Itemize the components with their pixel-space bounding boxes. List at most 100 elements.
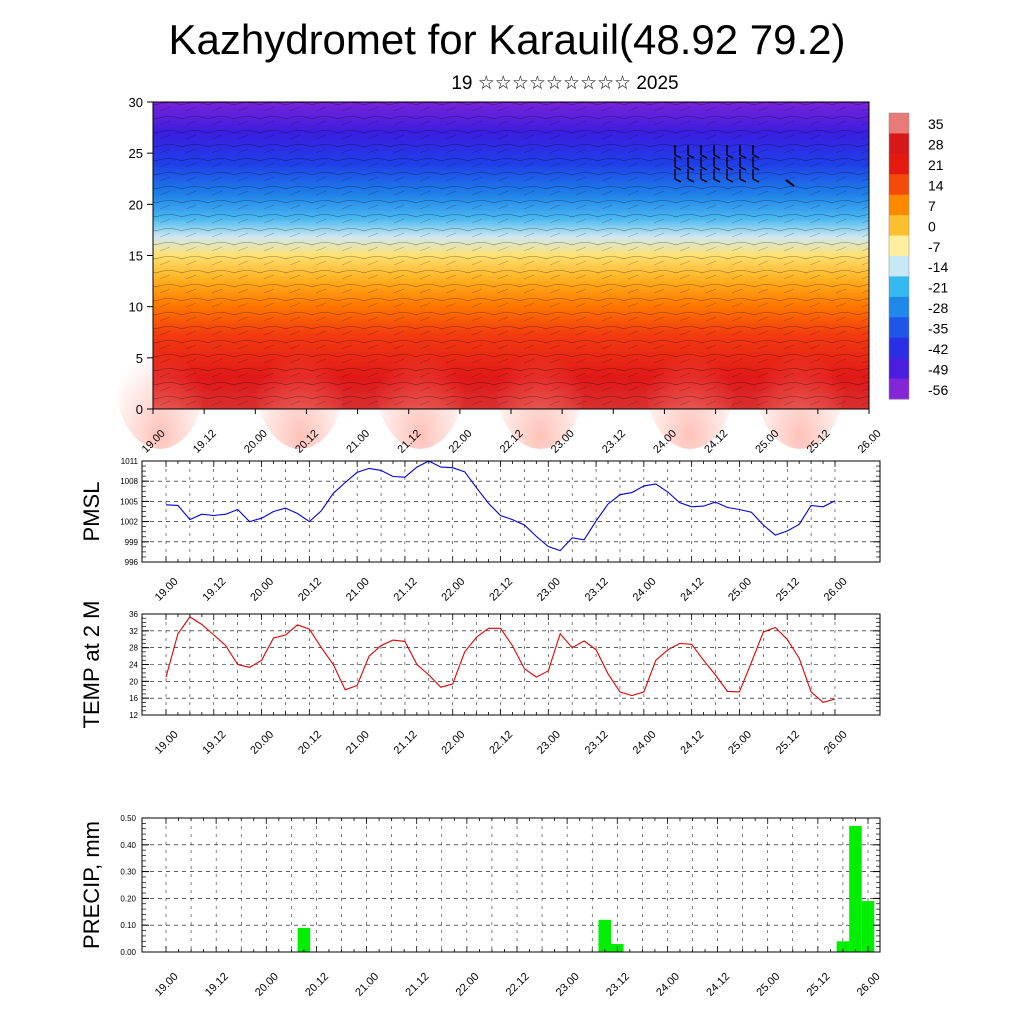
wind-barb — [687, 145, 695, 159]
x-tick-label: 20.12 — [303, 971, 331, 999]
x-tick-label: 22.00 — [454, 971, 482, 999]
colorbar-band — [889, 113, 909, 134]
x-tick-label: 22.12 — [487, 576, 515, 604]
colorbar-label: -14 — [928, 259, 948, 275]
x-tick-label: 23.12 — [583, 576, 611, 604]
colorbar-band — [889, 153, 909, 175]
y-tick-label: 20 — [129, 677, 138, 686]
y-tick-label: 1011 — [121, 457, 139, 466]
y-tick-label: 36 — [129, 610, 138, 619]
wind-barb — [752, 169, 760, 183]
y-tick-label: 999 — [125, 538, 139, 547]
x-tick-label: 21.00 — [353, 971, 381, 999]
x-tick-label: 19.00 — [153, 729, 181, 757]
colorbar-label: -35 — [928, 321, 948, 337]
colorbar-band — [889, 256, 909, 277]
x-tick-label: 23.12 — [604, 971, 632, 999]
precip-bar — [598, 919, 612, 952]
x-tick-label: 23.00 — [554, 971, 582, 999]
wind-barb — [674, 169, 682, 183]
x-tick-label: 21.00 — [344, 576, 372, 604]
colorbar-label: -7 — [928, 239, 941, 255]
section-y-tick-label: 5 — [136, 351, 143, 366]
section-x-tick-label: 23.12 — [600, 428, 628, 456]
section-y-tick-label: 20 — [129, 197, 143, 212]
wind-barb — [726, 157, 734, 171]
colorbar-band — [889, 215, 909, 237]
wind-barb — [700, 157, 708, 171]
colorbar-band — [889, 317, 909, 339]
x-tick-label: 20.12 — [296, 576, 324, 604]
precip-bar — [861, 901, 875, 952]
colorbar-band — [889, 133, 909, 155]
y-tick-label: 1008 — [120, 477, 138, 486]
x-tick-label: 24.00 — [631, 576, 659, 604]
y-tick-label: 24 — [129, 661, 138, 670]
section-y-tick-label: 0 — [136, 402, 143, 417]
wind-barb — [713, 157, 721, 171]
x-tick-label: 22.00 — [439, 576, 467, 604]
x-tick-label: 25.12 — [774, 576, 802, 604]
precip-bar — [297, 927, 311, 952]
chart-subtitle: 19 ☆☆☆☆☆☆☆☆☆ 2025 — [451, 73, 679, 94]
y-tick-label: 996 — [125, 558, 139, 567]
x-tick-label: 23.00 — [535, 729, 563, 757]
wind-barb — [739, 169, 747, 183]
section-wind-streamlines — [153, 102, 869, 409]
x-tick-label: 21.12 — [392, 576, 420, 604]
x-tick-label: 25.12 — [805, 971, 833, 999]
section-y-tick-label: 25 — [129, 146, 143, 161]
colorbar-label: -49 — [928, 361, 948, 377]
colorbar-label: 7 — [928, 198, 936, 214]
wind-barb — [726, 145, 734, 159]
y-tick-label: 0.30 — [120, 868, 136, 877]
wind-barb — [726, 169, 734, 183]
section-y-tick-label: 30 — [129, 95, 143, 110]
x-tick-label: 25.00 — [726, 576, 754, 604]
x-tick-label: 24.12 — [678, 729, 706, 757]
x-tick-label: 26.00 — [855, 971, 883, 999]
x-tick-label: 25.12 — [774, 729, 802, 757]
y-axis-label: TEMP at 2 M — [79, 601, 104, 729]
colorbar-band — [889, 235, 909, 257]
precip-panel: 0.00 0.10 0.20 0.30 0.40 0.50 19.00 19.12 20.00 2… — [79, 814, 883, 999]
colorbar-band — [889, 378, 909, 400]
x-tick-label: 22.00 — [439, 729, 467, 757]
x-tick-label: 19.12 — [201, 729, 229, 757]
colorbar-band — [889, 337, 909, 359]
y-tick-label: 16 — [129, 694, 138, 703]
colorbar-label: 14 — [928, 178, 944, 194]
wind-barb — [700, 145, 708, 159]
section-y-tick-label: 10 — [129, 300, 143, 315]
colorbar-band — [889, 194, 909, 216]
chart-title: Kazhydromet for Karauil(48.92 79.2) — [168, 16, 846, 63]
wind-barbs — [674, 145, 795, 187]
x-tick-label: 22.12 — [504, 971, 532, 999]
x-tick-label: 19.12 — [201, 576, 229, 604]
colorbar-frame — [888, 112, 910, 400]
colorbar: 35 28 21 14 7 0 -7 -14 -21 -28 -35 -42 -49 -56 — [888, 112, 948, 400]
y-tick-label: 0.00 — [120, 948, 136, 957]
y-tick-label: 32 — [129, 627, 138, 636]
colorbar-label: 21 — [928, 157, 944, 173]
x-tick-label: 25.00 — [726, 729, 754, 757]
section-x-tick-label: 26.00 — [856, 428, 884, 456]
panel-frame — [141, 817, 881, 953]
x-tick-label: 24.12 — [678, 576, 706, 604]
y-axis-label: PRECIP, mm — [79, 821, 104, 949]
colorbar-label: 28 — [928, 137, 944, 153]
x-tick-label: 19.12 — [203, 971, 231, 999]
section-x-tick-label: 19.12 — [191, 428, 219, 456]
y-axis-label: PMSL — [79, 482, 104, 542]
y-tick-label: 0.20 — [120, 894, 136, 903]
x-tick-label: 25.00 — [754, 971, 782, 999]
x-tick-label: 22.12 — [487, 729, 515, 757]
wind-barb — [739, 145, 747, 159]
colorbar-band — [889, 296, 909, 318]
wind-barb — [687, 157, 695, 171]
wind-barb — [713, 169, 721, 183]
y-tick-label: 0.50 — [120, 814, 136, 823]
series-line — [165, 616, 836, 704]
wind-barb — [713, 145, 721, 159]
x-tick-label: 20.12 — [296, 729, 324, 757]
